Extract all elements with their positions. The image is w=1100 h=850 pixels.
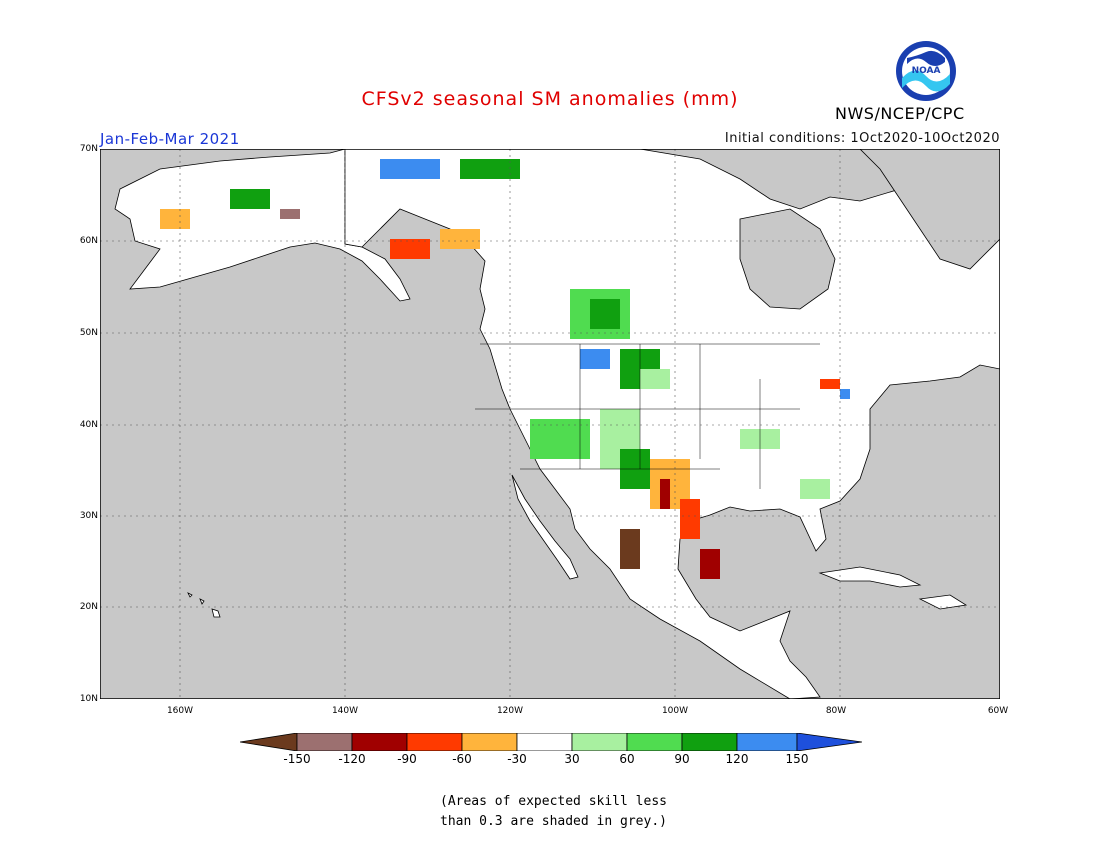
logo-text: NOAA	[912, 66, 941, 76]
colorbar-label: -120	[338, 752, 366, 766]
lat-label: 30N	[79, 511, 98, 521]
colorbar-label: 120	[725, 752, 749, 766]
lat-label: 60N	[79, 236, 98, 246]
lon-label: 80W	[825, 706, 847, 716]
lon-label: 100W	[661, 706, 689, 716]
colorbar-label: 150	[785, 752, 809, 766]
lat-label: 40N	[79, 420, 98, 430]
colorbar-label: 90	[674, 752, 690, 766]
land-hispaniola	[918, 594, 968, 610]
land-alaska	[114, 149, 411, 302]
skill-note-line-2: than 0.3 are shaded in grey.)	[440, 814, 667, 829]
colorbar-label: -30	[507, 752, 527, 766]
lon-label: 160W	[166, 706, 194, 716]
chart-title: CFSv2 seasonal SM anomalies (mm)	[361, 88, 739, 110]
state-borders	[475, 343, 820, 489]
lat-label: 50N	[79, 328, 98, 338]
land-baja	[511, 474, 579, 580]
colorbar-label: -150	[283, 752, 311, 766]
anomaly-patches	[160, 159, 850, 579]
colorbar-label: 30	[564, 752, 580, 766]
colorbar-arrow-right	[796, 733, 862, 751]
lon-label: 60W	[987, 706, 1009, 716]
skill-note-line-1: (Areas of expected skill less	[440, 794, 667, 809]
hudson-bay	[739, 208, 836, 310]
agency-label: NWS/NCEP/CPC	[835, 104, 965, 123]
colorbar-label: -60	[452, 752, 472, 766]
noaa-logo: NOAA	[896, 41, 956, 101]
initial-conditions: Initial conditions: 1Oct2020-10Oct2020	[724, 131, 1000, 146]
colorbar-label: -90	[397, 752, 417, 766]
lon-label: 140W	[331, 706, 359, 716]
land-cuba	[818, 566, 922, 588]
lat-label: 20N	[79, 602, 98, 612]
land-greenland	[859, 149, 1000, 270]
land-hawaii	[187, 592, 221, 618]
map-area	[100, 149, 1000, 699]
colorbar-arrow-left	[240, 733, 298, 751]
skill-note: (Areas of expected skill less than 0.3 a…	[440, 792, 740, 832]
colorbar	[240, 733, 862, 751]
graticule	[100, 149, 1000, 699]
lat-label: 70N	[79, 144, 98, 154]
lon-label: 120W	[496, 706, 524, 716]
lat-label: 10N	[79, 694, 98, 704]
forecast-period: Jan-Feb-Mar 2021	[100, 130, 240, 148]
colorbar-label: 60	[619, 752, 635, 766]
